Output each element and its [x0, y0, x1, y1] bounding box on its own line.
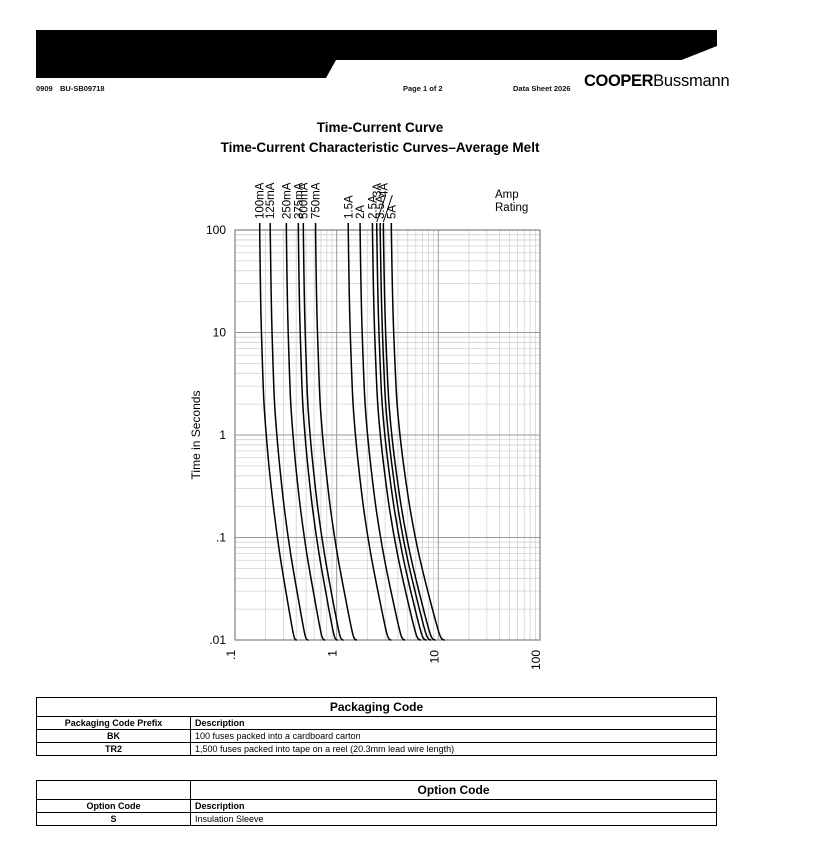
amp-rating-label-line1: Amp [495, 189, 519, 201]
brand-name-bussmann: Bussmann [653, 72, 730, 90]
cooper-bussmann-logo: COOPERBussmann [584, 72, 730, 92]
chart-title-primary: Time-Current Curve [316, 120, 444, 135]
option-col-header-code: Option Code [36, 799, 191, 813]
x-tick-label: 10 [427, 650, 441, 664]
packaging-desc-tr2: 1,500 fuses packed into tape on a reel (… [190, 742, 717, 756]
datasheet-indicator: Data Sheet 2026 [513, 84, 571, 93]
page-indicator: Page 1 of 2 [403, 84, 443, 93]
doc-code-number: 0909 [36, 84, 53, 93]
packaging-desc-bk: 100 fuses packed into a cardboard carton [190, 729, 717, 743]
packaging-code-tr2: TR2 [36, 742, 191, 756]
packaging-code-table: Packaging Code Packaging Code Prefix Des… [36, 697, 717, 756]
table-header-row: Packaging Code Prefix Description [36, 716, 717, 730]
curve-label-125mA: 125mA [265, 182, 277, 219]
chart-top-ticks [258, 223, 393, 230]
curve-label-5A: 5A [386, 205, 398, 219]
chart-axis-tick-labels: 100 10 1 .1 .01 .1 1 10 100 [206, 223, 543, 670]
header-meta-row: 0909 BU-SB09718 Page 1 of 2 Data Sheet 2… [36, 84, 717, 98]
curve-label-2-5A: 2.5A [367, 195, 379, 219]
curve-label-1-5A: 1.5A [343, 195, 355, 219]
table-title-row: Option Code [36, 780, 717, 800]
curve-label-3-5A: 3.5A [375, 195, 387, 219]
y-tick-label: .01 [209, 633, 226, 647]
y-tick-label: 10 [213, 326, 227, 340]
packaging-table-title: Packaging Code [36, 697, 717, 717]
y-tick-label: 100 [206, 223, 226, 237]
curve-label-4A: 4A [378, 183, 390, 197]
brand-name-cooper: COOPER [584, 72, 654, 90]
chart-curves [258, 229, 445, 641]
option-desc-s: Insulation Sleeve [190, 812, 717, 826]
x-tick-label: 100 [529, 650, 543, 670]
y-tick-label: .1 [216, 531, 226, 545]
packaging-col-header-prefix: Packaging Code Prefix [36, 716, 191, 730]
x-tick-label: 1 [326, 650, 340, 657]
chart-plot-frame [234, 229, 541, 641]
option-code-table: Option Code Option Code Description S In… [36, 780, 717, 826]
table-title-row: Packaging Code [36, 697, 717, 717]
y-tick-label: 1 [219, 428, 226, 442]
curve-label-750mA: 750mA [311, 182, 323, 219]
chart-title-secondary: Time-Current Characteristic Curves–Avera… [220, 140, 540, 155]
header-banner [36, 30, 717, 78]
option-code-s: S [36, 812, 191, 826]
y-axis-title: Time in Seconds [189, 391, 203, 480]
packaging-col-header-description: Description [190, 716, 717, 730]
curve-label-2A: 2A [355, 205, 367, 219]
time-current-curve-chart: 100mA 125mA 250mA 375mA 500mA 750mA 1.5A 2A 2.5A… [0, 160, 640, 690]
table-row: BK 100 fuses packed into a cardboard car… [36, 729, 717, 743]
curve-label-375mA: 375mA [293, 182, 305, 219]
option-table-title: Option Code [190, 780, 717, 800]
option-table-title-spacer [36, 780, 191, 800]
packaging-code-bk: BK [36, 729, 191, 743]
table-row: S Insulation Sleeve [36, 812, 717, 826]
amp-rating-label-line2: Rating [495, 202, 528, 214]
x-tick-label: .1 [224, 650, 238, 660]
chart-axis-titles: Time in SecondsCurrent in AmpsAmpRating [189, 189, 528, 480]
doc-code-id: BU-SB09718 [60, 84, 105, 93]
curve-label-500mA: 500mA [298, 182, 310, 219]
option-col-header-description: Description [190, 799, 717, 813]
curve-label-3A: 3A [372, 183, 384, 197]
table-row: TR2 1,500 fuses packed into tape on a re… [36, 742, 717, 756]
curve-label-250mA: 250mA [281, 182, 293, 219]
table-header-row: Option Code Description [36, 799, 717, 813]
curve-label-100mA: 100mA [255, 182, 267, 219]
